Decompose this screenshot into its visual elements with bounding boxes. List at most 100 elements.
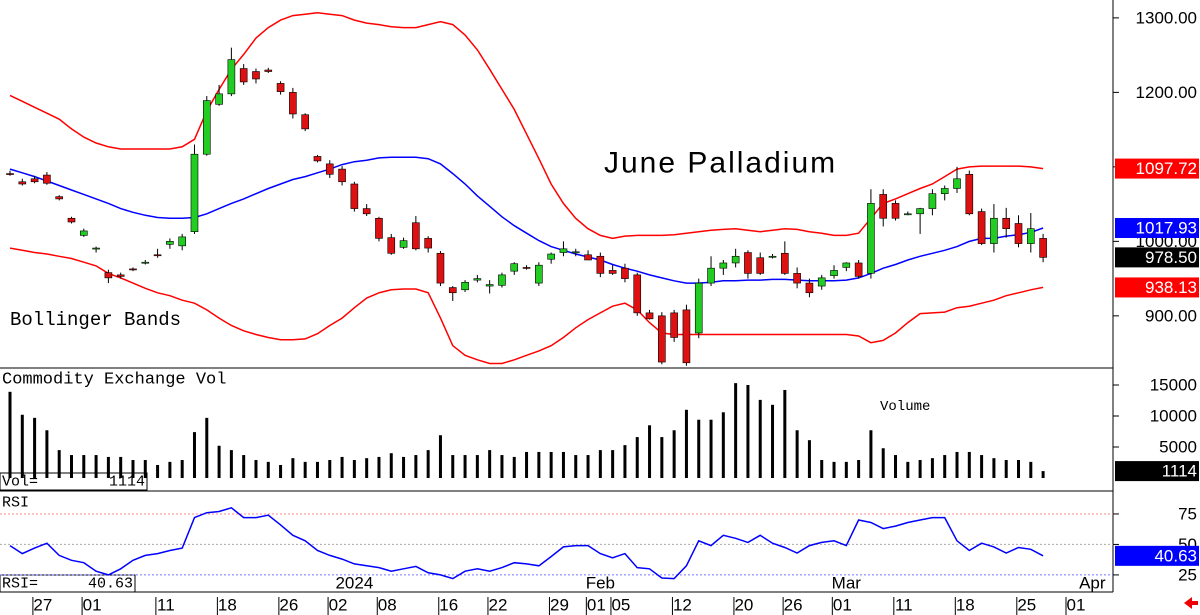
- candle-body: [6, 173, 14, 175]
- candle-body: [756, 257, 765, 274]
- candle-body: [215, 93, 223, 105]
- candle-body: [313, 156, 322, 162]
- volume-bar: [254, 460, 258, 479]
- candle-body: [436, 252, 445, 284]
- volume-bar: [303, 461, 307, 479]
- candle-body: [535, 264, 543, 284]
- candle-body: [904, 213, 912, 216]
- volume-bar: [574, 455, 578, 479]
- candle-body: [289, 92, 297, 115]
- volume-bar: [783, 389, 787, 479]
- candle-body: [694, 282, 703, 334]
- candle-body: [916, 208, 924, 215]
- volume-bar: [20, 414, 24, 479]
- candle-body: [867, 203, 875, 274]
- close-last-label-box: [1115, 247, 1199, 268]
- volume-bar: [106, 456, 110, 479]
- rsi-line: [9, 506, 1044, 580]
- volume-bar: [820, 460, 824, 479]
- x-tick-label: 29: [550, 596, 569, 615]
- band-last-label: 1017.93: [1136, 219, 1197, 238]
- candle-body: [608, 270, 617, 274]
- rsi-title: RSI: [2, 495, 29, 512]
- y-tick-label: 10000: [1150, 406, 1197, 425]
- x-tick-label: 01: [83, 596, 102, 615]
- x-tick-label: 02: [329, 596, 348, 615]
- candle-body: [178, 236, 186, 247]
- volume-bar: [648, 425, 652, 479]
- candle-body: [399, 240, 408, 248]
- candle-body: [55, 196, 63, 200]
- volume-bar: [832, 461, 836, 479]
- volume-bar: [930, 458, 934, 479]
- volume-bar: [377, 456, 381, 479]
- month-label: 2024: [335, 574, 373, 593]
- volume-bar: [229, 450, 233, 479]
- candle-body: [227, 59, 236, 95]
- candle-body: [805, 282, 814, 294]
- x-tick-label: 18: [218, 596, 237, 615]
- volume-bar: [771, 404, 775, 479]
- band-last-label-box: [1115, 277, 1199, 298]
- volume-bar: [315, 461, 319, 479]
- candle-body: [719, 262, 728, 269]
- volume-bar: [857, 460, 861, 479]
- volume-bar: [697, 419, 701, 479]
- candle-body: [18, 181, 27, 185]
- candle-body: [325, 163, 334, 175]
- band-last-label: 938.13: [1145, 278, 1197, 297]
- x-tick-label: 20: [734, 596, 753, 615]
- x-tick-label: 12: [673, 596, 692, 615]
- volume-bar: [279, 464, 283, 479]
- candle-body: [928, 193, 937, 209]
- candle-body: [891, 203, 900, 219]
- candle-body: [781, 252, 789, 274]
- volume-bar: [1017, 460, 1021, 479]
- candle-body: [153, 254, 162, 257]
- volume-bar: [328, 460, 332, 479]
- x-tick-label: 01: [587, 596, 606, 615]
- close-last-label: 978.50: [1145, 248, 1197, 267]
- band-last-label: 1097.72: [1136, 159, 1197, 178]
- y-tick-label: 900.00: [1145, 306, 1197, 325]
- candle-body: [1002, 217, 1011, 229]
- candle-body: [387, 237, 396, 254]
- y-tick-label: 5000: [1159, 438, 1197, 457]
- candle-body: [92, 247, 100, 250]
- x-tick-label: 01: [833, 596, 852, 615]
- candle-body: [707, 267, 715, 284]
- y-tick-label: 1200.00: [1136, 83, 1197, 102]
- candle-body: [510, 263, 519, 272]
- volume-bar: [291, 458, 295, 479]
- volume-bar: [795, 430, 799, 479]
- candle-body: [43, 174, 51, 184]
- candle-body: [79, 230, 88, 236]
- candle-body: [264, 69, 273, 72]
- candle-body: [141, 261, 150, 264]
- candle-body: [596, 255, 605, 274]
- x-tick-label: 01: [1067, 596, 1086, 615]
- band-last-label-box: [1115, 158, 1199, 179]
- candle-body: [645, 312, 654, 320]
- candle-body: [682, 309, 691, 364]
- candle-body: [129, 268, 137, 271]
- rsi-readout-box: [0, 574, 136, 593]
- candle-body: [461, 282, 469, 291]
- volume-bar: [672, 430, 676, 479]
- candle-body: [448, 287, 457, 294]
- rsi-last-label: 40.63: [1154, 546, 1197, 565]
- candle-body: [842, 262, 851, 268]
- volume-bar: [1041, 471, 1045, 479]
- volume-bar: [205, 417, 209, 479]
- volume-readout-box: [0, 472, 148, 491]
- candle-body: [239, 68, 248, 83]
- candle-body: [670, 312, 678, 338]
- candle-body: [830, 270, 838, 276]
- volume-bar: [943, 455, 947, 479]
- candle-body: [571, 251, 580, 254]
- scroll-arrow[interactable]: [1184, 597, 1198, 609]
- volume-bar: [389, 453, 393, 479]
- volume-bar: [414, 455, 418, 479]
